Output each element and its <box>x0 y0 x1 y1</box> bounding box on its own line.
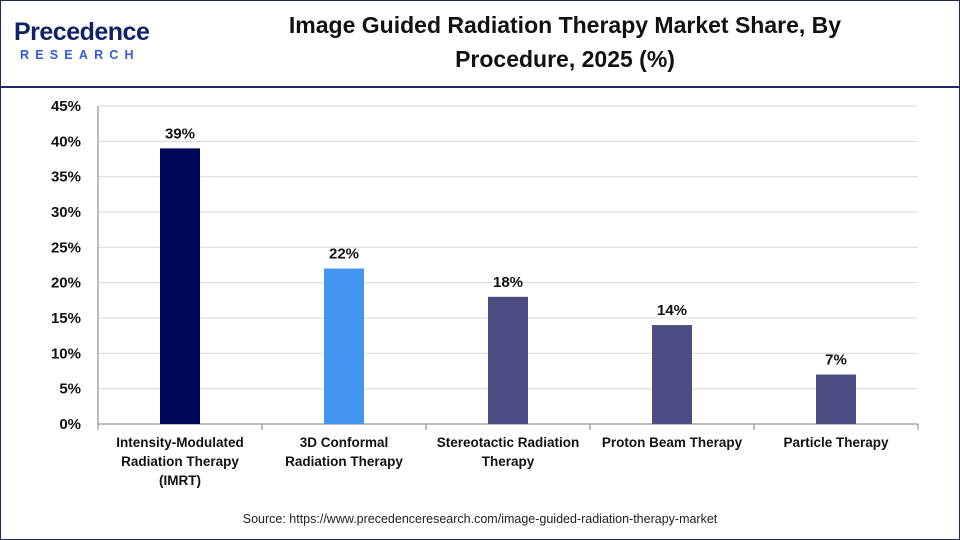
y-tick-label: 0% <box>59 416 81 433</box>
data-label: 18% <box>493 274 523 291</box>
bar <box>324 268 364 424</box>
y-tick-label: 30% <box>51 204 81 221</box>
y-tick-label: 10% <box>51 345 81 362</box>
x-tick-label: Proton Beam Therapy <box>602 435 743 450</box>
logo-wordmark: Precedence <box>14 18 150 46</box>
chart-title-line-2: Procedure, 2025 (%) <box>455 46 675 72</box>
x-tick-label: (IMRT) <box>159 473 201 488</box>
y-tick-label: 15% <box>51 310 81 327</box>
x-tick-label: Intensity-Modulated <box>116 435 244 450</box>
data-label: 14% <box>657 302 687 319</box>
bar <box>816 374 856 424</box>
x-tick-label: Particle Therapy <box>783 435 889 450</box>
source-note: Source: https://www.precedenceresearch.c… <box>242 512 718 526</box>
logo-subtitle: RESEARCH <box>20 48 140 62</box>
y-tick-label: 45% <box>51 98 81 115</box>
y-tick-label: 25% <box>51 239 81 256</box>
x-tick-label: Therapy <box>482 454 535 469</box>
chart-title: Image Guided Radiation Therapy Market Sh… <box>200 8 930 76</box>
data-label: 7% <box>825 352 847 369</box>
brand-logo: Precedence RESEARCH <box>14 16 164 66</box>
data-label: 22% <box>329 246 359 263</box>
y-tick-label: 40% <box>51 133 81 150</box>
y-tick-label: 20% <box>51 275 81 292</box>
bar <box>488 296 528 424</box>
header-divider <box>0 86 960 88</box>
data-label: 39% <box>165 125 195 142</box>
x-tick-label: 3D Conformal <box>300 435 389 450</box>
x-tick-label: Radiation Therapy <box>121 454 239 469</box>
bar-chart: 0% 5% 10% 15% 20% 25% 30% 35% 40% 45% 39% Intensity… <box>51 98 919 488</box>
bar <box>160 148 200 424</box>
bar <box>652 325 692 424</box>
header: Precedence RESEARCH Image Guided Radiati… <box>0 0 960 86</box>
x-tick-label: Radiation Therapy <box>285 454 403 469</box>
chart-title-line-1: Image Guided Radiation Therapy Market Sh… <box>288 12 842 38</box>
x-tick-label: Stereotactic Radiation <box>437 435 580 450</box>
y-tick-label: 35% <box>51 169 81 186</box>
y-tick-label: 5% <box>59 381 81 398</box>
